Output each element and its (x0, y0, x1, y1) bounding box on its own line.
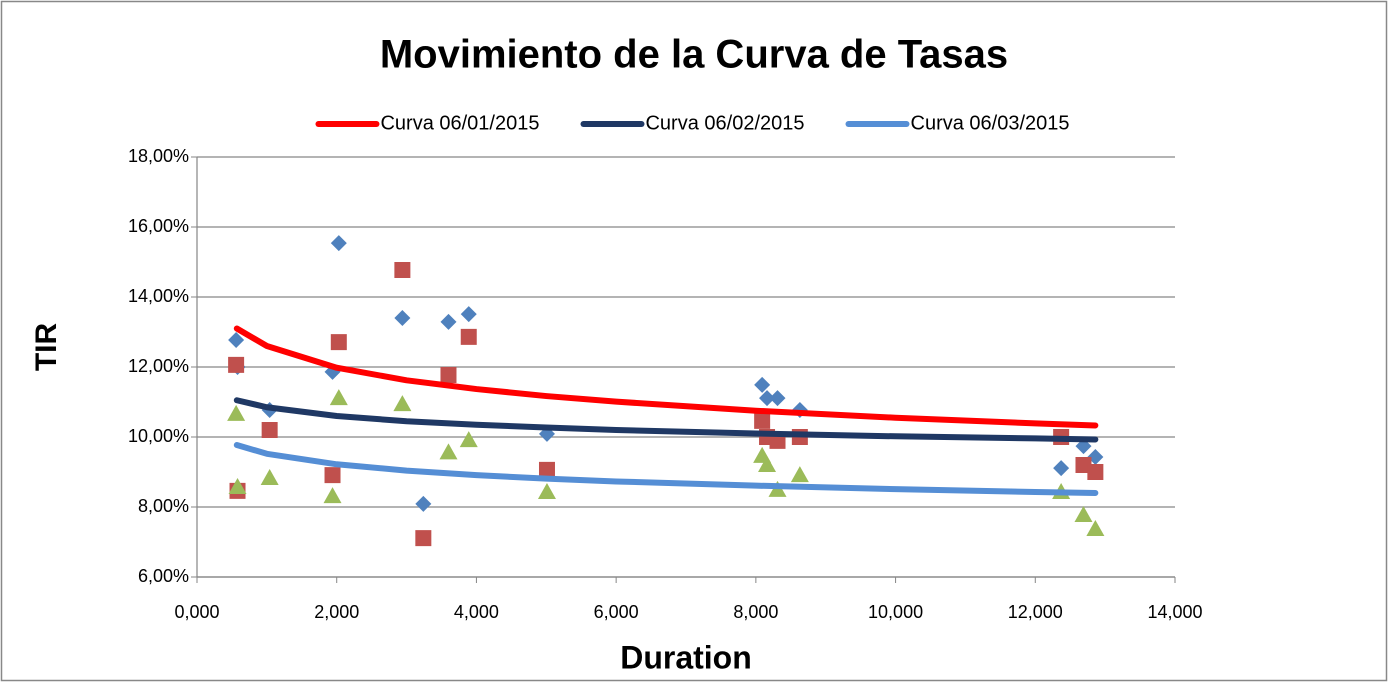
x-axis-title: Duration (620, 639, 752, 675)
scatter-point (459, 431, 478, 448)
x-tick-label: 10,000 (868, 602, 923, 622)
scatter-point (228, 478, 247, 495)
y-tick-label: 8,00% (138, 496, 189, 516)
scatter-point (329, 389, 348, 406)
scatter-point (323, 487, 342, 504)
y-tick-label: 12,00% (128, 356, 189, 376)
scatter-point (393, 395, 412, 412)
scatter-point (415, 530, 432, 547)
x-tick-label: 14,000 (1147, 602, 1202, 622)
scatter-point (227, 404, 246, 421)
scatter-point (754, 376, 771, 393)
scatter-point (415, 495, 432, 512)
scatter-point (440, 313, 457, 330)
y-tick-label: 16,00% (128, 216, 189, 236)
legend: Curva 06/01/2015 Curva 06/02/2015 Curva 06… (315, 112, 1070, 134)
scatter-point (1086, 520, 1105, 537)
scatter-point (769, 390, 786, 407)
x-tick-label: 0,000 (174, 602, 219, 622)
trend-curve (233, 397, 1099, 443)
scatter-point (228, 356, 245, 373)
scatter-point (754, 412, 771, 429)
legend-item: Curva 06/03/2015 (845, 112, 1070, 134)
scatter-point (460, 306, 477, 323)
scatter-point (1087, 464, 1104, 480)
scatter-point (330, 235, 347, 252)
trend-curve (233, 325, 1099, 429)
y-axis-title: TIR (30, 323, 63, 372)
y-tick-label: 10,00% (128, 426, 189, 446)
scatter-point (1053, 460, 1070, 477)
scatter-point (440, 367, 457, 384)
chart-title: Movimiento de la Curva de Tasas (380, 33, 1008, 77)
scatter-point (330, 334, 347, 351)
legend-item: Curva 06/01/2015 (315, 112, 539, 134)
grid: 6,00% 8,00% 10,00% 12,00% 14,00% 16,00% 18,00%… (128, 146, 1203, 622)
legend-label: Curva 06/01/2015 (380, 112, 539, 134)
scatter-point (324, 467, 341, 484)
scatter-point (228, 332, 245, 349)
scatter-point (1074, 506, 1093, 523)
scatter-point (537, 482, 556, 499)
scatter-point (460, 328, 477, 345)
scatter-point (759, 390, 776, 407)
legend-label: Curva 06/02/2015 (645, 112, 804, 134)
scatter-point (394, 262, 411, 279)
legend-item: Curva 06/02/2015 (580, 112, 805, 134)
scatter-point (758, 456, 777, 472)
y-tick-label: 6,00% (138, 566, 189, 586)
scatter-point (538, 461, 555, 478)
scatter-point (260, 468, 279, 485)
y-tick-label: 18,00% (128, 146, 189, 166)
x-tick-label: 8,000 (733, 602, 778, 622)
scatter-point (790, 466, 809, 483)
legend-label: Curva 06/03/2015 (911, 112, 1070, 134)
scatter-point (394, 310, 411, 326)
plot-area (227, 235, 1105, 547)
y-tick-label: 14,00% (128, 286, 189, 306)
scatter-point (439, 443, 458, 460)
trend-curve (233, 442, 1099, 496)
scatter-point (261, 422, 278, 438)
x-tick-label: 2,000 (314, 602, 359, 622)
x-tick-label: 6,000 (594, 602, 639, 622)
x-tick-label: 12,000 (1008, 602, 1063, 622)
x-tick-label: 4,000 (454, 602, 499, 622)
